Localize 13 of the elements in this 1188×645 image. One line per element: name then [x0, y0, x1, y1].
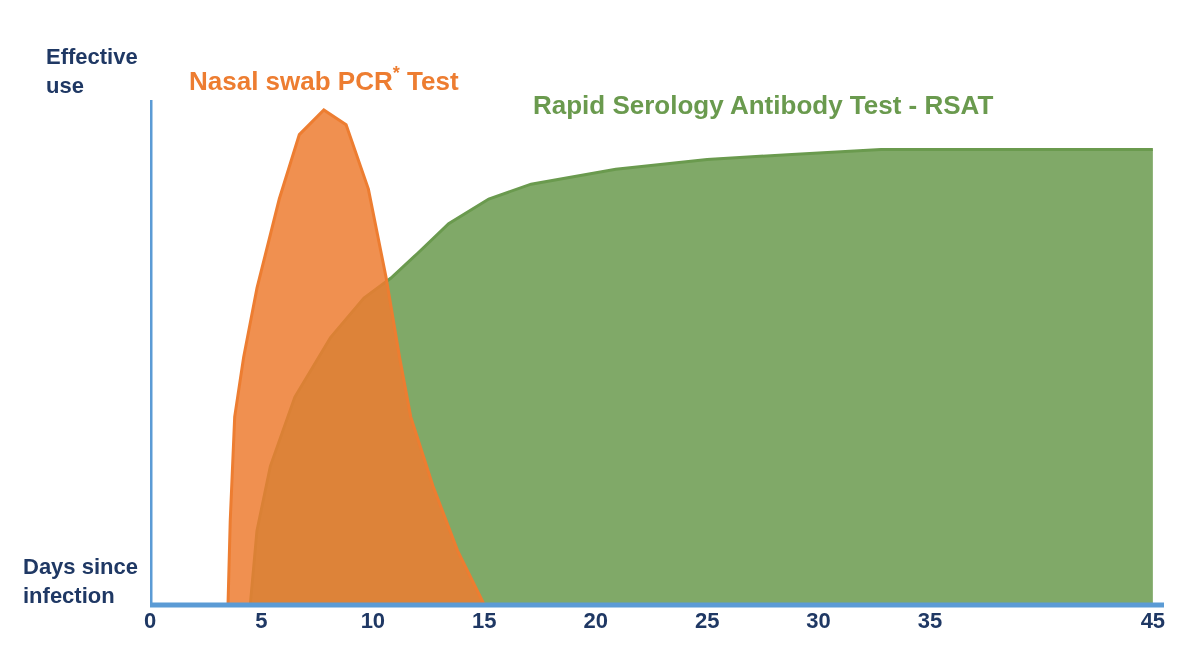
x-tick-label: 5	[255, 608, 268, 633]
x-tick-label: 0	[143, 608, 157, 633]
y-axis-title: Effective use	[46, 44, 138, 98]
series-label: Rapid Serology Antibody Test - RSAT	[533, 90, 994, 120]
x-tick-label: 15	[472, 608, 497, 633]
x-tick-label: 25	[694, 608, 720, 633]
x-tick-label: 10	[360, 608, 386, 633]
x-tick-label: 45	[1140, 608, 1166, 633]
x-axis-title: Days since infection	[23, 554, 138, 608]
x-tick-label: 35	[917, 608, 943, 633]
x-tick-label: 30	[806, 608, 831, 633]
series-label: Nasal swab PCR$^{*}$ Test	[189, 63, 459, 96]
x-tick-label: 20	[583, 608, 608, 633]
